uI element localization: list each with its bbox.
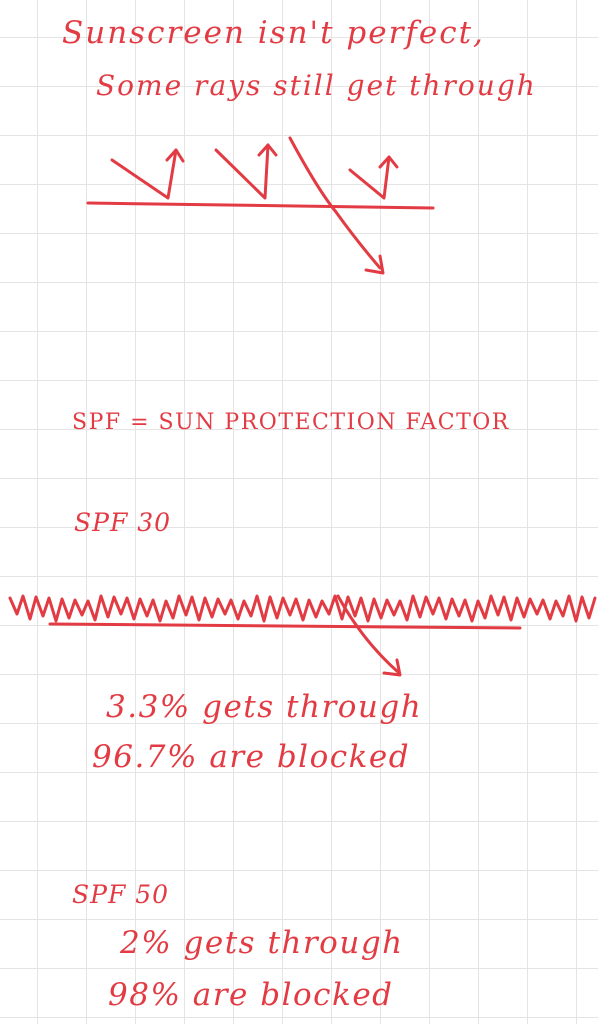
reflected-ray-2 [214, 143, 270, 200]
spf30-surface-line [48, 622, 522, 630]
spf30-blocked: 96.7% are blocked [92, 739, 411, 775]
penetrating-ray [288, 136, 382, 270]
spf30-penetrating-ray [336, 594, 400, 674]
title-line-1: Sunscreen isn't perfect, [62, 15, 485, 51]
spf30-label: SPF 30 [74, 508, 172, 537]
penetrating-ray-arrowhead [364, 254, 385, 275]
spf50-gets-through: 2% gets through [120, 925, 404, 961]
reflected-ray-1 [110, 148, 178, 200]
spf30-gets-through: 3.3% gets through [106, 689, 423, 725]
sunscreen-surface-line [86, 201, 435, 210]
spf50-label: SPF 50 [72, 880, 170, 909]
spf50-blocked: 98% are blocked [108, 977, 394, 1013]
spf30-ray-zigzag [8, 594, 597, 623]
spf30-penetrating-ray-arrowhead [382, 658, 402, 677]
reflected-ray-1-arrowhead [165, 148, 185, 163]
reflected-ray-3 [348, 155, 391, 200]
title-line-2: Some rays still get through [96, 69, 537, 102]
spf-definition: SPF = SUN PROTECTION FACTOR [72, 410, 510, 435]
reflected-ray-2-arrowhead [257, 143, 278, 157]
reflected-ray-3-arrowhead [378, 155, 399, 169]
